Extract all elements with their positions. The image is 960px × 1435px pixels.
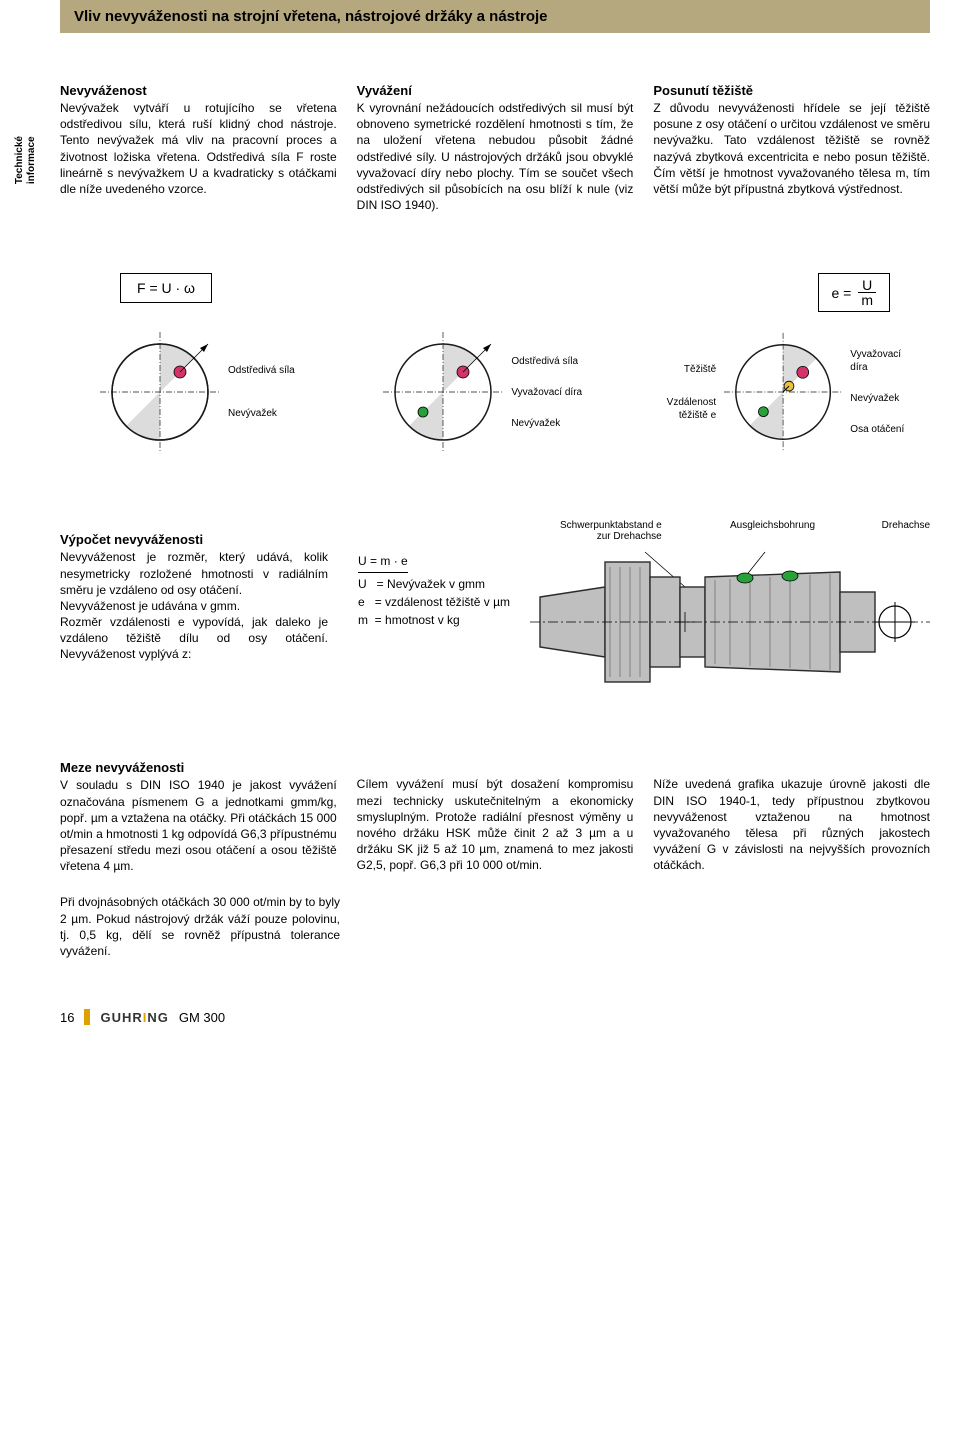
diagram-2-svg	[383, 332, 503, 452]
diagram-3: Těžiště Vzdálenost těžiště e Vyvažovací …	[667, 332, 920, 452]
formula-u-block: U = m · e U = Nevývažek v gmm e = vzdále…	[358, 552, 510, 629]
meze-3col: Meze nevyváženosti V souladu s DIN ISO 1…	[60, 760, 930, 874]
formula-e-prefix: e =	[831, 285, 851, 301]
formula-u-desc-m: m = hmotnost v kg	[358, 611, 510, 629]
formula-f: F = U · ω	[120, 273, 212, 303]
page-number: 16	[60, 1010, 74, 1025]
holder-svg	[530, 532, 930, 697]
formula-e-top: U	[858, 278, 876, 293]
diagram-3-right-2: Nevývažek	[850, 392, 920, 405]
heading-meze: Meze nevyváženosti	[60, 760, 337, 775]
side-tab: Technické informace	[10, 130, 42, 190]
diagram-3-svg	[724, 332, 842, 452]
heading-vyvazeni: Vyvážení	[357, 83, 634, 98]
heading-posunuti: Posunutí těžiště	[653, 83, 930, 98]
brand-name: GUHRING	[100, 1010, 168, 1025]
intro-3col: Nevyváženost Nevývažek vytváří u rotujíc…	[60, 83, 930, 213]
diagram-2-label-2: Vyvažovací díra	[511, 386, 582, 399]
diagram-1-svg	[100, 332, 220, 452]
diagram-1-label-bot: Nevývažek	[228, 407, 295, 420]
diagram-2-label-3: Nevývažek	[511, 417, 582, 430]
formula-u: U = m · e	[358, 552, 408, 573]
holder-label-schwerpunkt: Schwerpunktabstand e zur Drehachse	[560, 520, 662, 542]
body-vyvazeni: K vyrovnání nežádoucích odstředivých sil…	[357, 100, 634, 213]
body-meze-2: Cílem vyvážení musí být dosažení komprom…	[357, 776, 634, 873]
footer-accent	[84, 1009, 90, 1025]
holder-label-ausgleich: Ausgleichsbohrung	[730, 520, 815, 531]
formula-u-desc-u: U = Nevývažek v gmm	[358, 575, 510, 593]
diagram-1: Odstředivá síla Nevývažek	[100, 332, 353, 452]
body-meze-3: Níže uvedená grafika ukazuje úrovně jako…	[653, 776, 930, 873]
brand-post: NG	[147, 1010, 169, 1025]
formula-row: F = U · ω e = U m	[60, 273, 930, 312]
formula-e: e = U m	[818, 273, 890, 312]
diagram-2: Odstředivá síla Vyvažovací díra Nevývaže…	[383, 332, 636, 452]
body-posunuti: Z důvodu nevyváženosti hřídele se její t…	[653, 100, 930, 197]
diagram-row: Odstředivá síla Nevývažek Odstředivá síl…	[60, 332, 930, 452]
holder-drawing: Schwerpunktabstand e zur Drehachse Ausgl…	[530, 532, 930, 700]
body-vypocet: Nevyváženost je rozměr, který udává, kol…	[60, 549, 328, 662]
footer-code: GM 300	[179, 1010, 225, 1025]
diagram-3-left-2: Vzdálenost těžiště e	[667, 396, 716, 422]
diagram-3-right-3: Osa otáčení	[850, 423, 920, 436]
brand-pre: GUHR	[100, 1010, 142, 1025]
vypocet-section: Výpočet nevyváženosti Nevyváženost je ro…	[60, 532, 930, 700]
heading-nevyvazenost: Nevyváženost	[60, 83, 337, 98]
diagram-1-label-top: Odstředivá síla	[228, 364, 295, 377]
page-footer: 16 GUHRING GM 300	[60, 1009, 930, 1025]
meze-addendum: Při dvojnásobných otáčkách 30 000 ot/min…	[60, 894, 340, 959]
holder-label-drehachse: Drehachse	[882, 520, 930, 531]
heading-vypocet: Výpočet nevyváženosti	[60, 532, 328, 547]
diagram-2-label-1: Odstředivá síla	[511, 355, 582, 368]
body-nevyvazenost: Nevývažek vytváří u rotujícího se vřeten…	[60, 100, 337, 197]
formula-u-desc-e: e = vzdálenost těžiště v µm	[358, 593, 510, 611]
diagram-3-left-1: Těžiště	[667, 363, 716, 376]
body-meze-1b: Při dvojnásobných otáčkách 30 000 ot/min…	[60, 894, 340, 959]
formula-e-bot: m	[857, 293, 877, 307]
page-title: Vliv nevyváženosti na strojní vřetena, n…	[60, 0, 930, 33]
body-meze-1a: V souladu s DIN ISO 1940 je jakost vyváž…	[60, 777, 337, 874]
diagram-3-right-1: Vyvažovací díra	[850, 348, 920, 374]
